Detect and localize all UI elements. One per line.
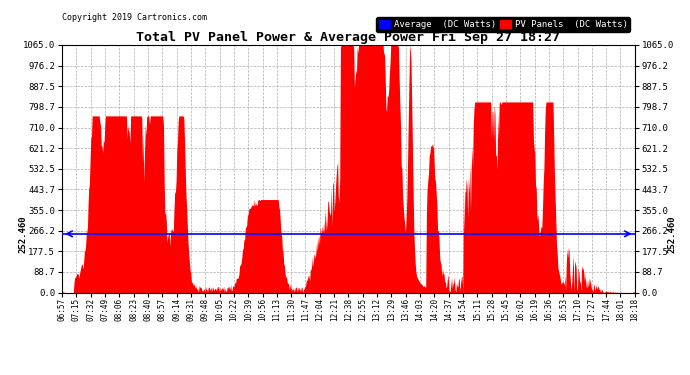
- Text: 252.460: 252.460: [667, 215, 676, 253]
- Title: Total PV Panel Power & Average Power Fri Sep 27 18:27: Total PV Panel Power & Average Power Fri…: [137, 31, 560, 44]
- Text: Copyright 2019 Cartronics.com: Copyright 2019 Cartronics.com: [62, 13, 207, 22]
- Text: 252.460: 252.460: [19, 215, 28, 253]
- Legend: Average  (DC Watts), PV Panels  (DC Watts): Average (DC Watts), PV Panels (DC Watts): [377, 17, 630, 32]
